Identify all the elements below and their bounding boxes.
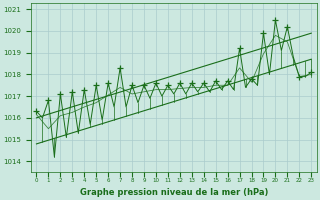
X-axis label: Graphe pression niveau de la mer (hPa): Graphe pression niveau de la mer (hPa): [80, 188, 268, 197]
